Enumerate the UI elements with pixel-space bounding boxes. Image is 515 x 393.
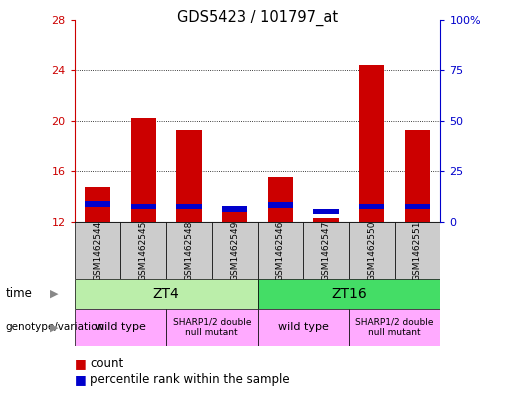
Bar [121, 222, 166, 279]
Bar [131, 204, 156, 209]
Bar [258, 309, 349, 346]
Text: count: count [90, 357, 124, 370]
Bar [75, 279, 258, 309]
Bar [405, 204, 430, 209]
Bar [85, 201, 110, 207]
Bar [268, 202, 293, 208]
Bar [222, 206, 247, 222]
Bar [176, 204, 201, 209]
Bar [303, 222, 349, 279]
Bar [314, 209, 339, 215]
Text: ▶: ▶ [50, 322, 58, 332]
Text: GSM1462546: GSM1462546 [276, 220, 285, 281]
Text: ZT4: ZT4 [153, 287, 179, 301]
Bar [176, 130, 201, 222]
Text: GSM1462545: GSM1462545 [139, 220, 148, 281]
Bar [314, 218, 339, 222]
Bar [222, 206, 247, 212]
Bar [394, 222, 440, 279]
Text: wild type: wild type [95, 322, 146, 332]
Bar [258, 279, 440, 309]
Text: SHARP1/2 double
null mutant: SHARP1/2 double null mutant [355, 318, 434, 337]
Bar [349, 309, 440, 346]
Text: ▶: ▶ [50, 289, 58, 299]
Bar [166, 222, 212, 279]
Text: GSM1462549: GSM1462549 [230, 220, 239, 281]
Text: ■: ■ [75, 357, 87, 370]
Text: GSM1462551: GSM1462551 [413, 220, 422, 281]
Bar [75, 222, 121, 279]
Text: GDS5423 / 101797_at: GDS5423 / 101797_at [177, 10, 338, 26]
Bar [359, 204, 384, 209]
Bar [405, 130, 430, 222]
Text: GSM1462548: GSM1462548 [184, 220, 194, 281]
Text: GSM1462547: GSM1462547 [321, 220, 331, 281]
Text: SHARP1/2 double
null mutant: SHARP1/2 double null mutant [173, 318, 251, 337]
Bar [349, 222, 394, 279]
Bar [359, 65, 384, 222]
Text: time: time [5, 287, 32, 300]
Text: genotype/variation: genotype/variation [5, 322, 104, 332]
Bar [166, 309, 258, 346]
Bar [131, 118, 156, 222]
Bar [75, 309, 166, 346]
Text: ■: ■ [75, 373, 87, 386]
Bar [212, 222, 258, 279]
Text: GSM1462550: GSM1462550 [367, 220, 376, 281]
Text: GSM1462544: GSM1462544 [93, 220, 102, 281]
Text: ZT16: ZT16 [331, 287, 367, 301]
Bar [268, 176, 293, 222]
Bar [258, 222, 303, 279]
Text: wild type: wild type [278, 322, 329, 332]
Text: percentile rank within the sample: percentile rank within the sample [90, 373, 290, 386]
Bar [85, 187, 110, 222]
